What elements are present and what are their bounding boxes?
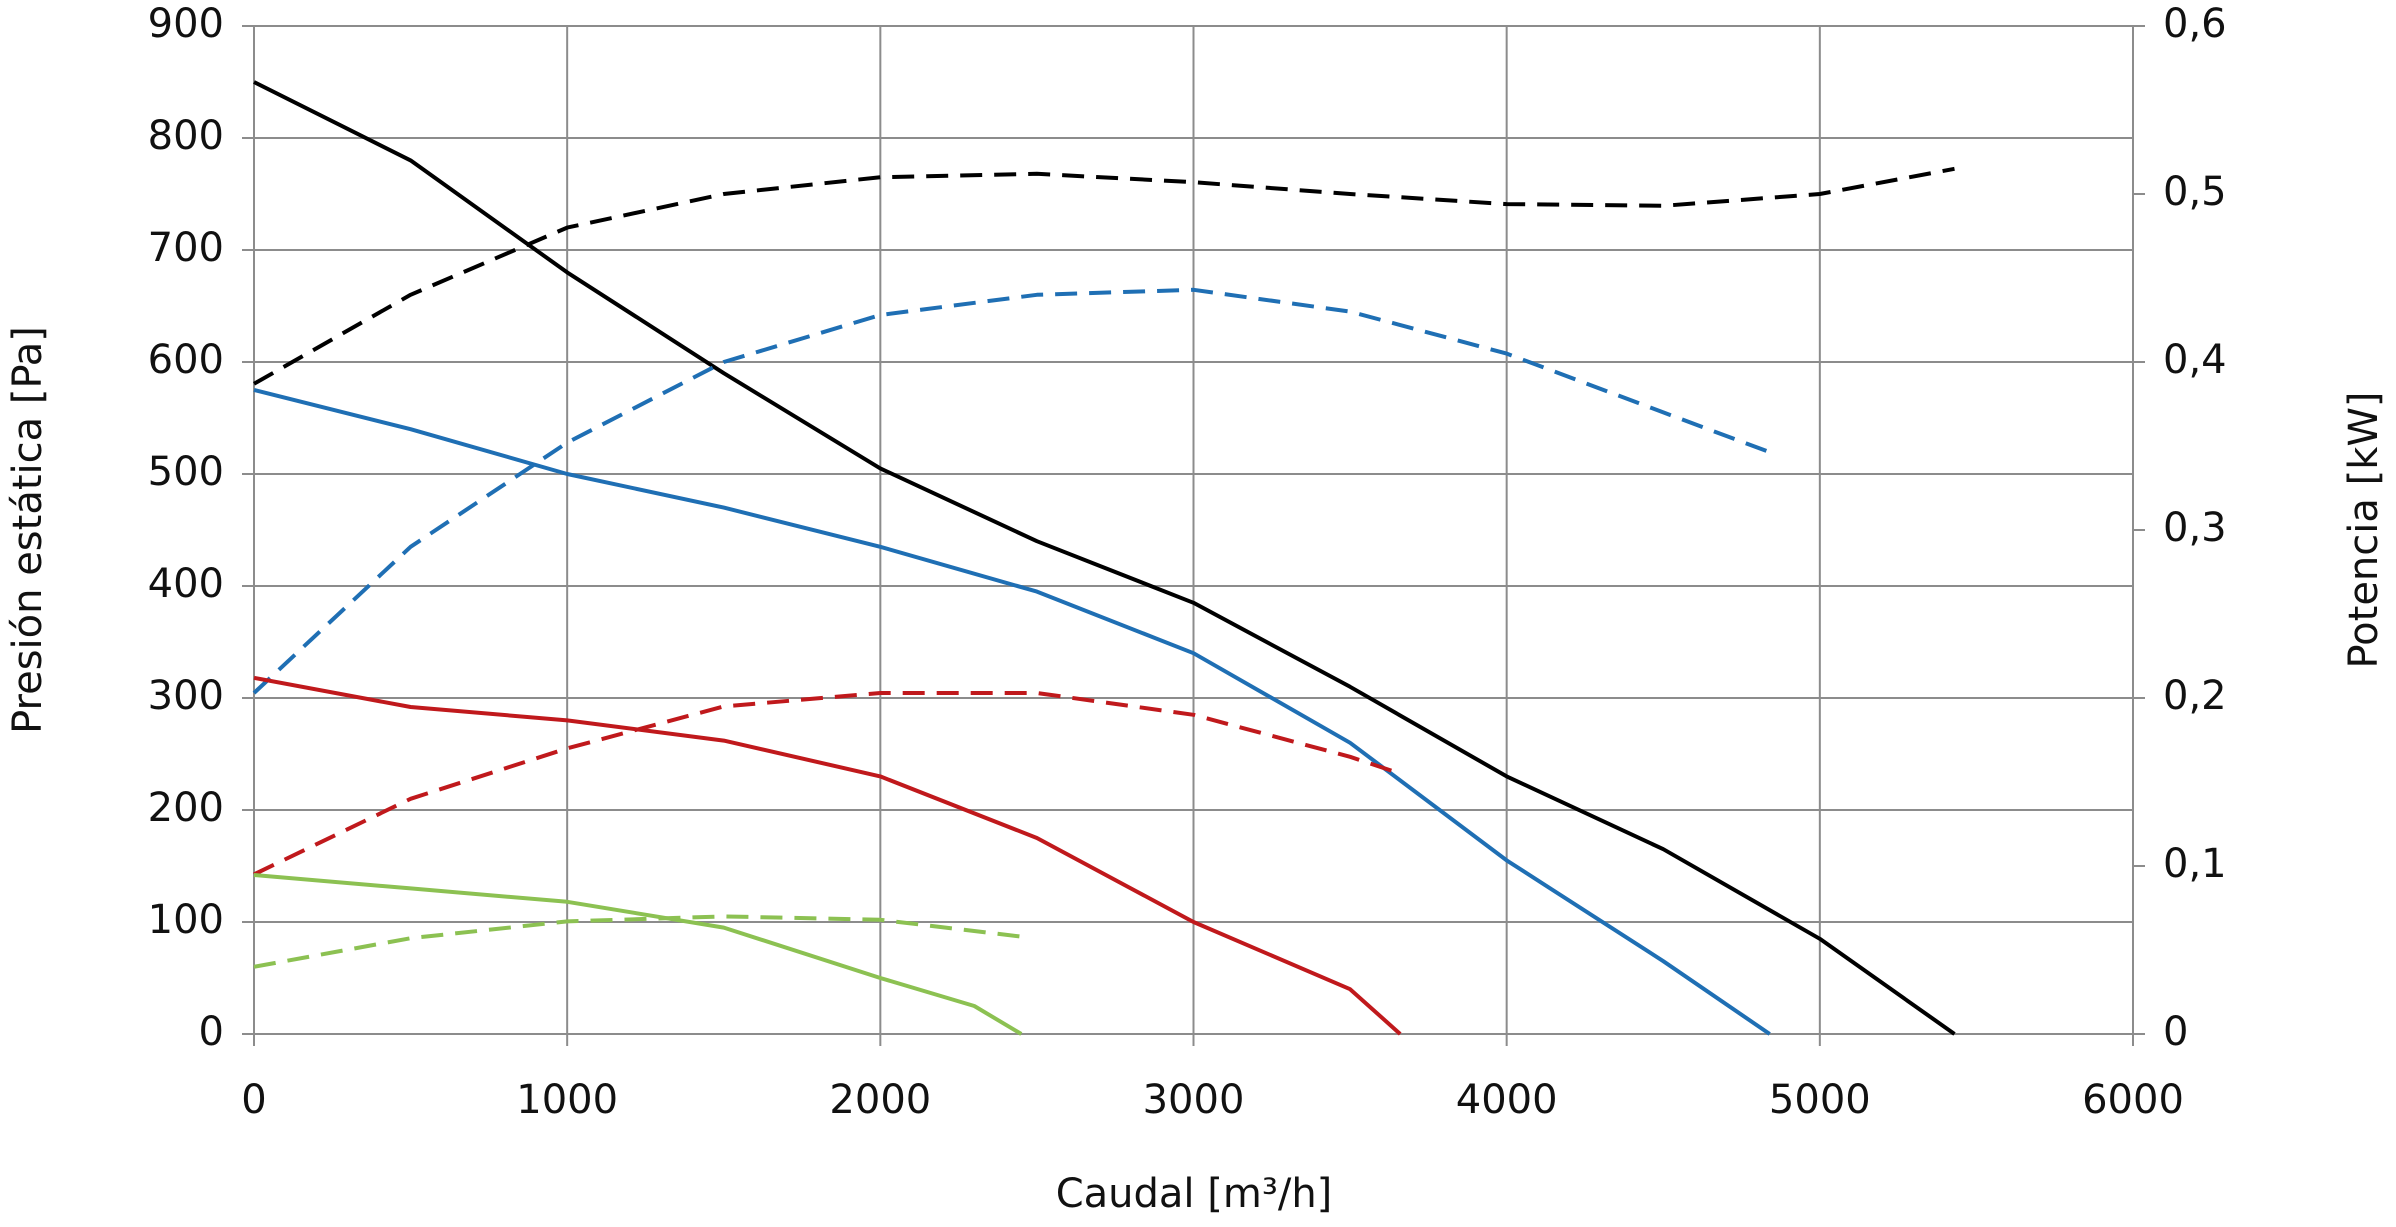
y-tick-label: 0 bbox=[199, 1009, 224, 1055]
series-line bbox=[253, 914, 1022, 969]
x-tick-label: 1000 bbox=[516, 1077, 618, 1123]
series-line bbox=[253, 166, 1955, 386]
series-line bbox=[253, 675, 1402, 1036]
series-line bbox=[252, 287, 1768, 695]
series-line bbox=[253, 388, 1771, 1036]
y2-tick-label: 0,4 bbox=[2163, 337, 2227, 383]
x-tick-label: 0 bbox=[241, 1077, 266, 1123]
y-tick-label: 700 bbox=[148, 225, 224, 271]
y2-tick-label: 0 bbox=[2163, 1009, 2188, 1055]
y2-tick-label: 0,1 bbox=[2163, 841, 2227, 887]
series-line bbox=[253, 873, 1023, 1036]
y-tick-label: 500 bbox=[148, 449, 224, 495]
x-axis-label: Caudal [m³/h] bbox=[1056, 1171, 1333, 1217]
y2-tick-label: 0,5 bbox=[2163, 169, 2227, 215]
y-tick-label: 800 bbox=[148, 113, 224, 159]
x-tick-label: 3000 bbox=[1143, 1077, 1245, 1123]
y2-tick-label: 0,3 bbox=[2163, 505, 2227, 551]
y-tick-label: 400 bbox=[148, 561, 224, 607]
series-line bbox=[253, 80, 1956, 1036]
x-tick-label: 4000 bbox=[1456, 1077, 1558, 1123]
y-tick-label: 200 bbox=[148, 785, 224, 831]
y-tick-label: 100 bbox=[148, 897, 224, 943]
y-tick-label: 900 bbox=[148, 1, 224, 47]
y2-tick-label: 0,6 bbox=[2163, 1, 2227, 47]
x-tick-label: 2000 bbox=[829, 1077, 931, 1123]
x-tick-label: 6000 bbox=[2082, 1077, 2184, 1123]
y-axis-label: Presión estática [Pa] bbox=[5, 326, 51, 734]
y-tick-label: 300 bbox=[148, 673, 224, 719]
y2-axis-label: Potencia [kW] bbox=[2341, 391, 2387, 668]
y-tick-label: 600 bbox=[148, 337, 224, 383]
series-line bbox=[253, 691, 1401, 877]
x-tick-label: 5000 bbox=[1769, 1077, 1871, 1123]
y2-tick-label: 0,2 bbox=[2163, 673, 2227, 719]
